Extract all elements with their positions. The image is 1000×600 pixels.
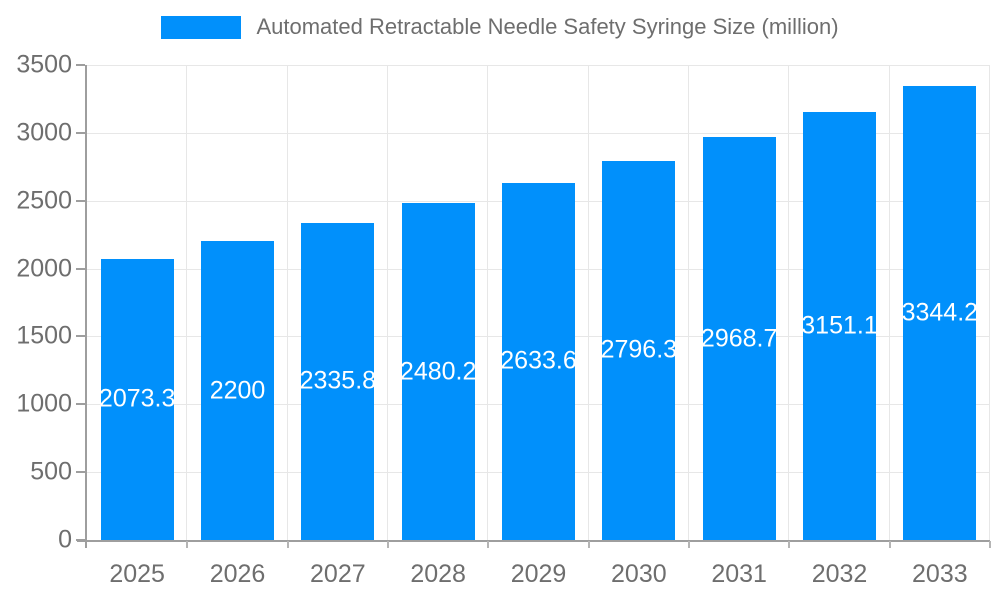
x-axis-tick: [286, 541, 289, 548]
vertical-gridline: [286, 65, 288, 540]
y-axis-tick-label: 1000: [16, 389, 72, 418]
x-axis-tick-label: 2030: [611, 560, 667, 588]
y-axis-tick: [76, 471, 85, 474]
x-axis-tick: [387, 541, 389, 548]
legend[interactable]: Automated Retractable Needle Safety Syri…: [0, 14, 1000, 40]
vertical-gridline: [487, 65, 489, 540]
x-axis-tick-label: 2029: [510, 560, 567, 588]
x-axis-tick-label: 2027: [310, 560, 366, 588]
horizontal-gridline: [87, 65, 990, 66]
y-axis-tick-label: 3500: [16, 50, 72, 79]
y-axis-tick-label: 500: [30, 457, 72, 486]
x-axis-tick-label: 2031: [711, 560, 767, 588]
x-axis-tick-label: 2025: [109, 560, 165, 588]
horizontal-gridline: [87, 132, 990, 134]
y-axis-tick: [76, 131, 85, 134]
x-axis-line: [77, 540, 990, 542]
bar-2026[interactable]: [201, 241, 274, 540]
x-axis-tick-label: 2032: [811, 560, 868, 588]
x-axis-tick: [688, 541, 690, 548]
vertical-gridline: [587, 65, 589, 540]
y-axis-tick: [76, 64, 85, 66]
y-axis-tick-label: 2500: [16, 186, 72, 215]
x-axis-tick: [587, 541, 590, 548]
bar-2033[interactable]: [903, 86, 977, 540]
y-axis-tick: [76, 539, 85, 541]
y-axis-tick-label: 0: [58, 525, 72, 554]
y-axis-tick-label: 1500: [16, 321, 72, 350]
legend-swatch-icon: [161, 15, 242, 39]
x-axis-tick: [989, 541, 991, 548]
bar-2028[interactable]: [401, 203, 475, 540]
bar-2030[interactable]: [602, 160, 676, 540]
bar-2029[interactable]: [502, 182, 575, 540]
y-axis-tick-label: 3000: [16, 118, 72, 147]
x-axis-tick: [788, 541, 791, 548]
bar-2025[interactable]: [100, 258, 174, 540]
x-axis-tick: [888, 541, 891, 548]
plot-area: [77, 65, 990, 548]
x-axis-tick: [487, 541, 490, 548]
y-axis-tick-label: 2000: [16, 254, 72, 283]
y-axis-tick: [76, 403, 85, 406]
x-axis-tick-label: 2033: [912, 560, 968, 588]
vertical-gridline: [888, 65, 890, 540]
x-axis-tick-label: 2028: [410, 560, 466, 588]
y-axis-tick: [76, 199, 85, 202]
y-axis-tick: [76, 267, 85, 270]
x-axis-tick-label: 2026: [209, 560, 266, 588]
vertical-gridline: [186, 65, 188, 540]
vertical-gridline: [788, 65, 790, 540]
legend-series-label: Automated Retractable Needle Safety Syri…: [256, 14, 839, 39]
vertical-gridline: [387, 65, 388, 540]
x-axis-tick: [186, 541, 189, 548]
vertical-gridline: [688, 65, 689, 540]
y-axis-line: [85, 65, 87, 548]
bar-2027[interactable]: [301, 223, 375, 540]
vertical-gridline: [989, 65, 990, 540]
y-axis-tick: [76, 335, 85, 338]
bar-2031[interactable]: [702, 137, 776, 540]
bar-2032[interactable]: [803, 112, 876, 540]
